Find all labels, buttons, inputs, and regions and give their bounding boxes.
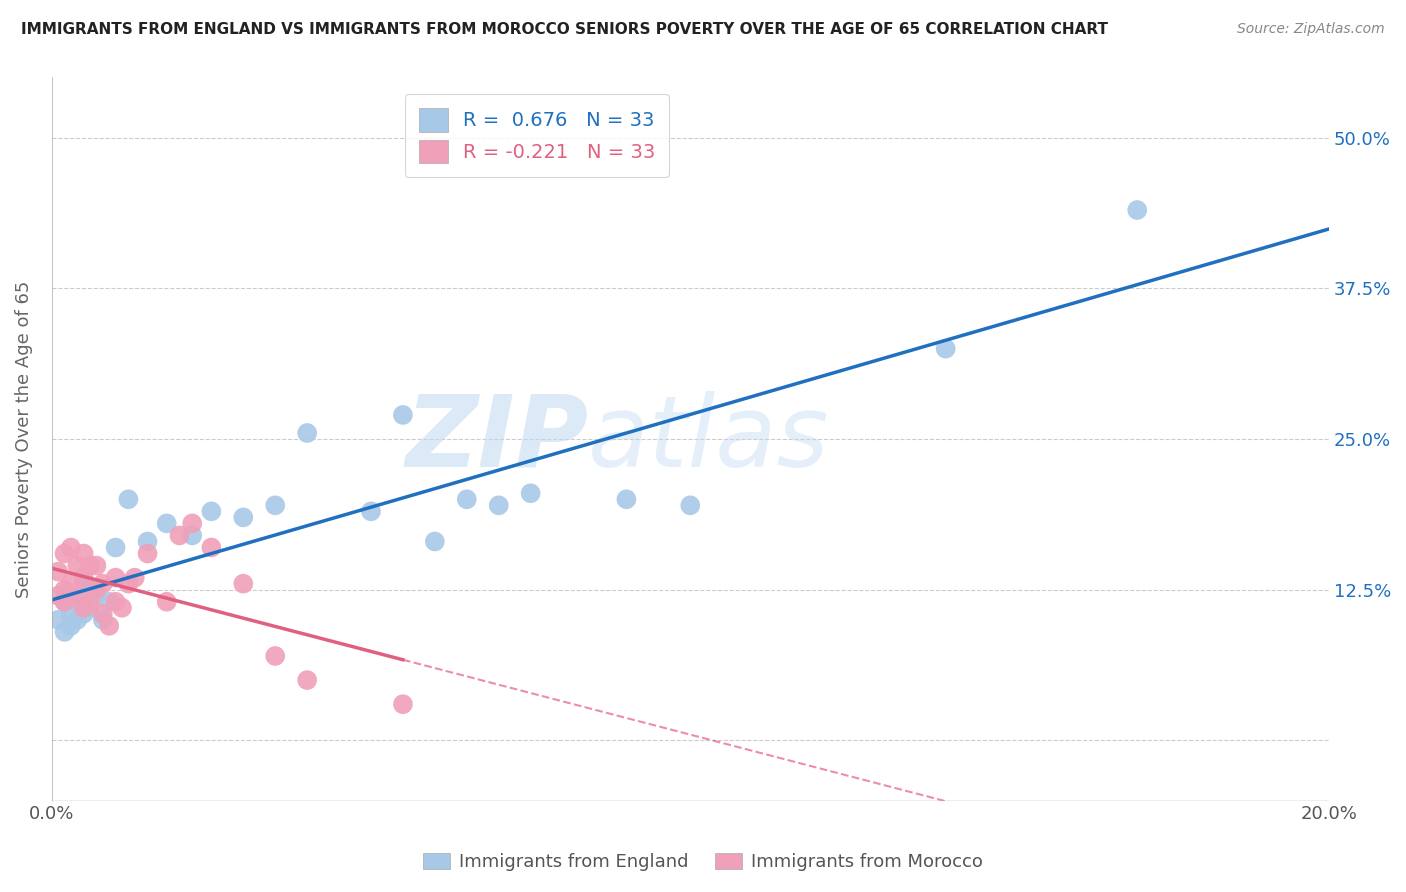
Point <box>111 600 134 615</box>
Point <box>46 589 69 603</box>
Point <box>86 558 108 573</box>
Point <box>79 595 101 609</box>
Point <box>66 558 89 573</box>
Point <box>232 510 254 524</box>
Point <box>91 607 114 621</box>
Point <box>488 499 510 513</box>
Point <box>53 595 76 609</box>
Point <box>679 499 702 513</box>
Point <box>53 624 76 639</box>
Point <box>136 534 159 549</box>
Point <box>392 408 415 422</box>
Point <box>423 534 446 549</box>
Point <box>66 589 89 603</box>
Point <box>519 486 541 500</box>
Point <box>53 582 76 597</box>
Point <box>1126 202 1149 217</box>
Point <box>616 492 638 507</box>
Legend: R =  0.676   N = 33, R = -0.221   N = 33: R = 0.676 N = 33, R = -0.221 N = 33 <box>405 95 669 177</box>
Point <box>117 492 139 507</box>
Point <box>124 571 146 585</box>
Point <box>104 571 127 585</box>
Point <box>73 571 96 585</box>
Point <box>79 558 101 573</box>
Point <box>79 582 101 597</box>
Point <box>200 504 222 518</box>
Point <box>91 576 114 591</box>
Text: atlas: atlas <box>588 391 830 488</box>
Point <box>360 504 382 518</box>
Point <box>66 595 89 609</box>
Point <box>73 607 96 621</box>
Point <box>46 565 69 579</box>
Point <box>59 619 82 633</box>
Point <box>59 607 82 621</box>
Text: IMMIGRANTS FROM ENGLAND VS IMMIGRANTS FROM MOROCCO SENIORS POVERTY OVER THE AGE : IMMIGRANTS FROM ENGLAND VS IMMIGRANTS FR… <box>21 22 1108 37</box>
Point <box>104 541 127 555</box>
Point <box>156 516 179 531</box>
Point <box>264 648 287 663</box>
Point <box>136 547 159 561</box>
Point <box>295 425 318 440</box>
Point <box>181 516 204 531</box>
Point <box>264 499 287 513</box>
Point <box>117 576 139 591</box>
Point <box>59 541 82 555</box>
Point <box>53 595 76 609</box>
Point <box>392 697 415 711</box>
Point <box>295 673 318 687</box>
Point <box>46 613 69 627</box>
Y-axis label: Seniors Poverty Over the Age of 65: Seniors Poverty Over the Age of 65 <box>15 280 32 598</box>
Point <box>59 576 82 591</box>
Point <box>104 595 127 609</box>
Point <box>935 342 957 356</box>
Point <box>73 547 96 561</box>
Text: ZIP: ZIP <box>405 391 588 488</box>
Point <box>79 600 101 615</box>
Point <box>73 600 96 615</box>
Point <box>91 613 114 627</box>
Point <box>232 576 254 591</box>
Text: Source: ZipAtlas.com: Source: ZipAtlas.com <box>1237 22 1385 37</box>
Point <box>456 492 478 507</box>
Point <box>98 619 121 633</box>
Point <box>86 589 108 603</box>
Point <box>169 528 191 542</box>
Point <box>156 595 179 609</box>
Point <box>86 582 108 597</box>
Legend: Immigrants from England, Immigrants from Morocco: Immigrants from England, Immigrants from… <box>415 846 991 879</box>
Point <box>53 547 76 561</box>
Point <box>98 595 121 609</box>
Point <box>200 541 222 555</box>
Point <box>66 613 89 627</box>
Point <box>181 528 204 542</box>
Point <box>73 576 96 591</box>
